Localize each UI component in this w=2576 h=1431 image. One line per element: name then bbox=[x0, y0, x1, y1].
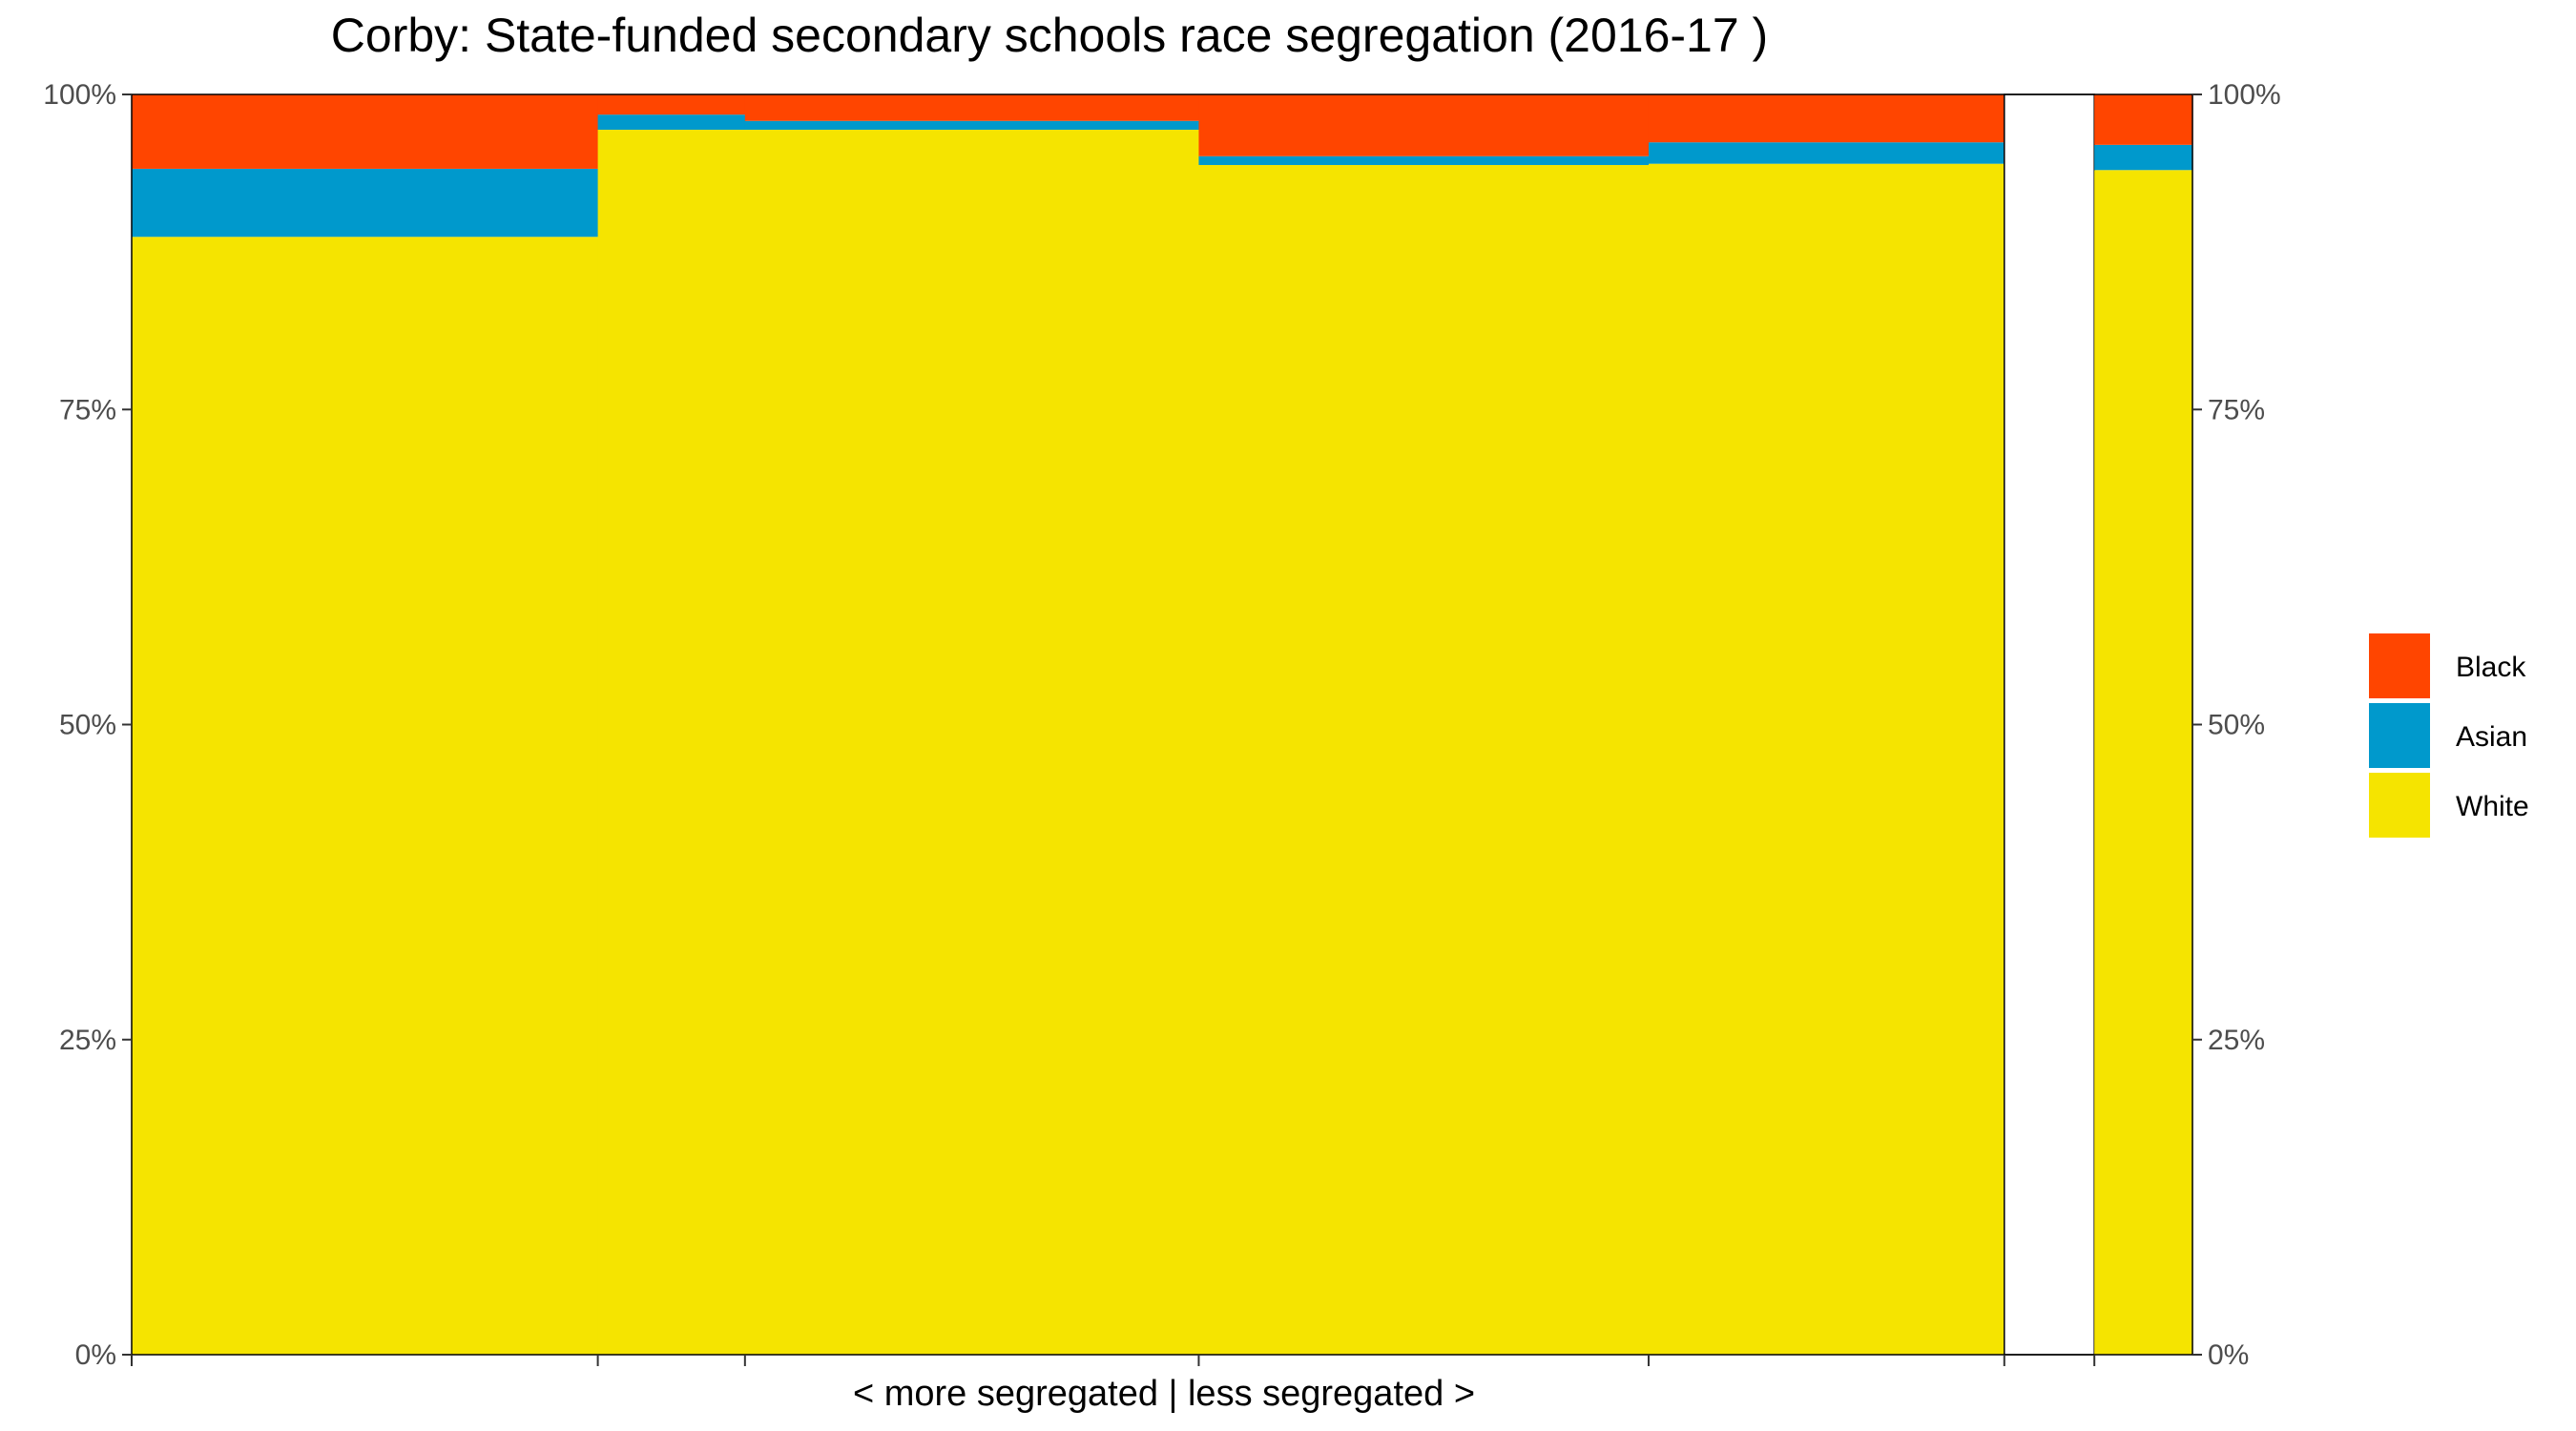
y-tick-label-left: 50% bbox=[59, 710, 116, 741]
bar-segment-7-white bbox=[2094, 170, 2193, 1355]
legend-swatch-black bbox=[2369, 633, 2430, 698]
y-tick-label-right: 50% bbox=[2208, 710, 2265, 741]
bar-segment-4-asian bbox=[1198, 156, 1650, 165]
segment-6-empty bbox=[2004, 93, 2095, 1356]
legend-label-black: Black bbox=[2456, 652, 2526, 683]
bar-segment-1-white bbox=[132, 237, 599, 1356]
legend-swatch-asian bbox=[2369, 703, 2430, 768]
bar-segment-7-asian bbox=[2094, 144, 2193, 171]
bar-segment-4-white bbox=[1198, 164, 1650, 1356]
bar-segment-5-white bbox=[1648, 163, 2005, 1355]
legend-label-white: White bbox=[2456, 791, 2529, 822]
bar-segment-7-black bbox=[2094, 94, 2193, 145]
legend-label-asian: Asian bbox=[2456, 721, 2527, 753]
chart-title: Corby: State-funded secondary schools ra… bbox=[330, 9, 1769, 62]
axes-layer: 0% 0% 25% 25% 50% 50% 75% 75% 100% 100% bbox=[43, 79, 2280, 1371]
x-axis-label: < more segregated | less segregated > bbox=[853, 1374, 1475, 1414]
y-tick-label-right: 25% bbox=[2208, 1025, 2265, 1056]
bar-segment-1-black bbox=[132, 94, 599, 169]
y-tick-label-left: 75% bbox=[59, 394, 116, 425]
y-tick-label-left: 100% bbox=[43, 79, 116, 111]
y-tick-label-left: 0% bbox=[75, 1339, 116, 1371]
bar-segment-5-black bbox=[1648, 94, 2005, 143]
y-tick-label-left: 25% bbox=[59, 1025, 116, 1056]
bar-segment-3-asian bbox=[744, 120, 1200, 130]
bar-segment-3-white bbox=[744, 129, 1200, 1355]
legend: Black Asian White bbox=[2369, 633, 2529, 838]
bars-layer bbox=[132, 93, 2193, 1356]
bar-segment-2-black bbox=[597, 94, 746, 115]
bar-segment-4-black bbox=[1198, 94, 1650, 156]
bar-segment-1-asian bbox=[132, 168, 599, 238]
y-tick-label-right: 100% bbox=[2208, 79, 2281, 111]
bar-segment-2-white bbox=[597, 129, 746, 1355]
bar-segment-3-black bbox=[744, 94, 1200, 121]
y-tick-label-right: 0% bbox=[2208, 1339, 2249, 1371]
legend-swatch-white bbox=[2369, 773, 2430, 838]
bar-segment-5-asian bbox=[1648, 142, 2005, 164]
bar-segment-2-asian bbox=[597, 114, 746, 130]
y-tick-label-right: 75% bbox=[2208, 394, 2265, 425]
